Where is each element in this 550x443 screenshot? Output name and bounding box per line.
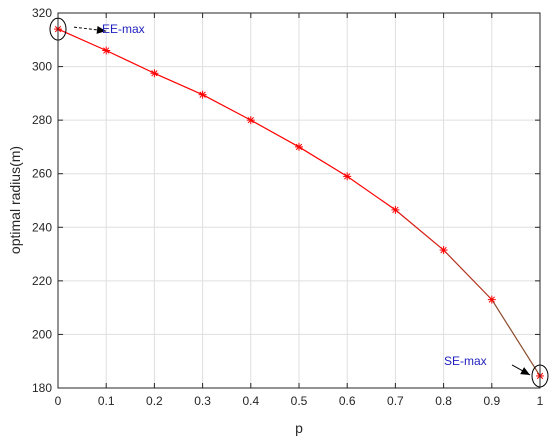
data-point <box>487 295 496 304</box>
data-point <box>439 246 448 255</box>
y-tick-label: 280 <box>32 113 52 127</box>
x-tick-label: 0.2 <box>146 394 163 408</box>
y-axis-label: optimal radius(m) <box>7 146 23 254</box>
series-line-segment <box>491 299 541 377</box>
x-tick-label: 0.9 <box>483 394 500 408</box>
annotation-arrowhead <box>520 367 530 375</box>
data-point <box>295 142 303 151</box>
plot-frame <box>57 12 541 389</box>
annotation-label: SE-max <box>444 354 487 368</box>
series <box>57 28 541 377</box>
annotations: EE-max SE-max <box>49 17 549 388</box>
series-line-segment <box>202 94 252 121</box>
series-line-segment <box>154 72 203 96</box>
y-tick-label: 240 <box>32 220 52 234</box>
y-ticks: 180 200 220 240 260 280 300 320 <box>32 6 540 395</box>
data-point <box>198 90 207 99</box>
y-tick-label: 260 <box>32 167 52 181</box>
x-tick-label: 0.6 <box>339 394 356 408</box>
data-point <box>391 205 400 214</box>
series-line-segment <box>105 49 155 74</box>
x-tick-label: 0.7 <box>387 394 404 408</box>
x-tick-label: 0.1 <box>98 394 115 408</box>
annotation-label: EE-max <box>102 22 145 36</box>
series-line-segment <box>346 175 396 211</box>
data-point <box>343 172 352 181</box>
y-tick-label: 220 <box>32 274 52 288</box>
series-line-segment <box>395 209 444 251</box>
x-tick-label: 0.4 <box>242 394 259 408</box>
y-tick-label: 320 <box>32 6 52 20</box>
data-point <box>246 116 255 125</box>
x-axis-label: p <box>295 420 303 436</box>
y-tick-label: 200 <box>32 327 52 341</box>
x-tick-label: 1 <box>537 394 544 408</box>
annotation-arrowhead <box>96 25 106 34</box>
y-tick-label: 180 <box>32 381 52 395</box>
y-tick-label: 300 <box>32 60 52 74</box>
series-line-segment <box>443 249 493 301</box>
data-point <box>150 69 159 78</box>
x-tick-label: 0 <box>55 394 62 408</box>
series-line-segment <box>250 119 300 148</box>
x-tick-label: 0.8 <box>435 394 452 408</box>
x-tick-label: 0.5 <box>291 394 308 408</box>
data-point <box>102 46 111 55</box>
series-line-segment <box>298 146 348 177</box>
x-tick-label: 0.3 <box>194 394 211 408</box>
